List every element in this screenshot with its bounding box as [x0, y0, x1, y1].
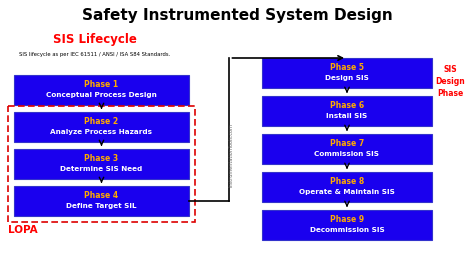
Text: Phase 9: Phase 9	[330, 215, 364, 225]
Text: Conceptual Process Design: Conceptual Process Design	[46, 92, 157, 98]
FancyBboxPatch shape	[14, 112, 189, 142]
FancyBboxPatch shape	[262, 210, 432, 240]
Text: InstrumentationTools.com: InstrumentationTools.com	[229, 123, 234, 187]
FancyBboxPatch shape	[262, 96, 432, 126]
Text: SIS Lifecycle: SIS Lifecycle	[53, 33, 137, 46]
Text: Phase 4: Phase 4	[84, 192, 118, 200]
Text: Decommission SIS: Decommission SIS	[310, 227, 384, 233]
Text: Define Target SIL: Define Target SIL	[66, 203, 137, 209]
Text: Analyze Process Hazards: Analyze Process Hazards	[51, 129, 153, 135]
Text: Determine SIS Need: Determine SIS Need	[60, 167, 143, 172]
Text: SIS lifecycle as per IEC 61511 / ANSI / ISA S84 Standards.: SIS lifecycle as per IEC 61511 / ANSI / …	[19, 52, 171, 57]
Text: Install SIS: Install SIS	[327, 113, 368, 119]
FancyBboxPatch shape	[14, 75, 189, 105]
Text: Phase 5: Phase 5	[330, 63, 364, 72]
Text: Phase 2: Phase 2	[84, 117, 118, 126]
FancyBboxPatch shape	[262, 134, 432, 164]
Text: Phase 1: Phase 1	[84, 80, 118, 89]
FancyBboxPatch shape	[14, 186, 189, 216]
FancyBboxPatch shape	[14, 149, 189, 179]
Text: Commission SIS: Commission SIS	[315, 151, 380, 157]
FancyBboxPatch shape	[262, 172, 432, 202]
Text: Operate & Maintain SIS: Operate & Maintain SIS	[299, 189, 395, 196]
Text: LOPA: LOPA	[8, 225, 37, 235]
Text: Phase 8: Phase 8	[330, 177, 364, 186]
FancyBboxPatch shape	[262, 58, 432, 88]
Text: Phase 7: Phase 7	[330, 139, 364, 148]
Text: Design SIS: Design SIS	[325, 75, 369, 81]
Text: Phase 6: Phase 6	[330, 101, 364, 110]
Text: Safety Instrumented System Design: Safety Instrumented System Design	[82, 8, 392, 23]
Text: Phase 3: Phase 3	[84, 154, 118, 163]
Text: SIS
Design
Phase: SIS Design Phase	[435, 65, 465, 98]
